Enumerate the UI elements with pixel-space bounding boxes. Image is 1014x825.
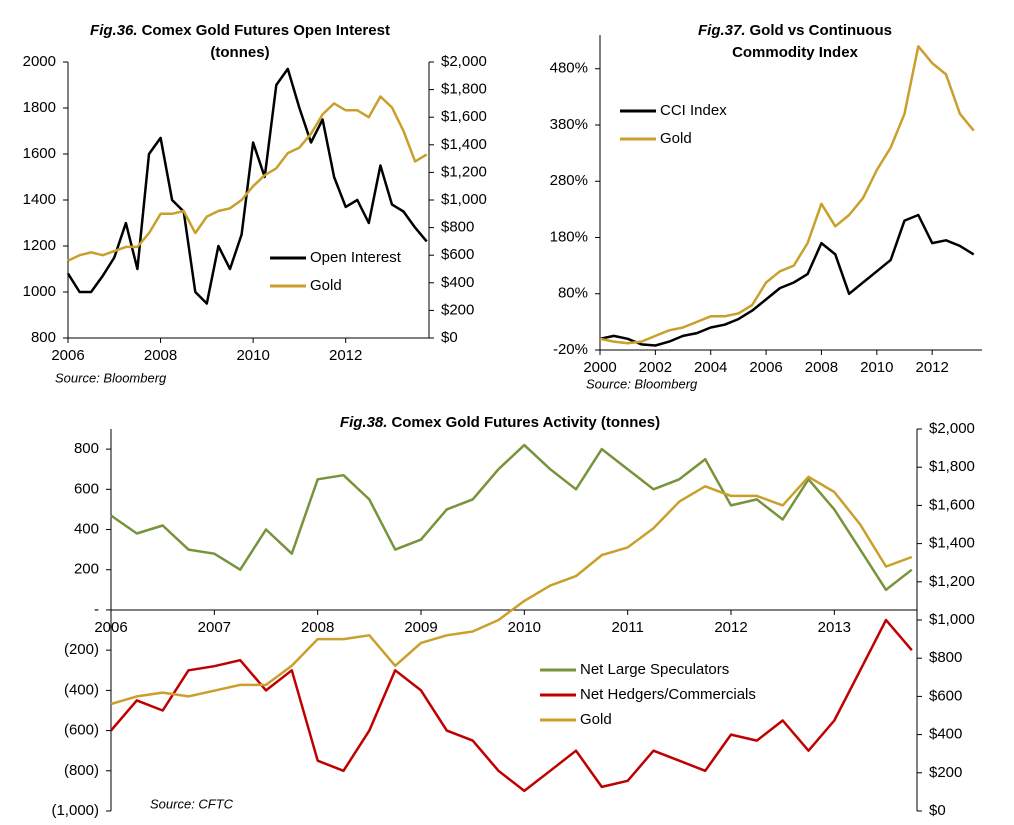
x-tick-label: 2009 (404, 619, 437, 636)
legend-label: CCI Index (660, 102, 727, 119)
y-tick-label: (1,000) (51, 802, 99, 819)
source-note: Source: Bloomberg (55, 370, 167, 385)
series-line (110, 618, 913, 793)
y-tick-label: 80% (558, 285, 588, 302)
y-tick-label: 380% (550, 116, 588, 133)
chart-title: Fig.38. Comex Gold Futures Activity (tonn… (200, 412, 800, 434)
y2-tick-label: $1,800 (441, 81, 487, 98)
y2-tick-label: $800 (441, 219, 474, 236)
y-tick-label: 2000 (23, 53, 56, 70)
y2-tick-label: $1,200 (441, 163, 487, 180)
y-tick-label: (200) (64, 641, 99, 658)
legend-label: Gold (580, 711, 612, 728)
y2-tick-label: $0 (929, 802, 946, 819)
y2-tick-label: $400 (441, 274, 474, 291)
y2-tick-label: $2,000 (441, 53, 487, 70)
chart-title: Fig.37. Gold vs Continuous Commodity Inde… (660, 20, 930, 64)
title-prefix: Fig.38. (339, 414, 388, 431)
y-tick-label: 1800 (23, 99, 56, 116)
x-tick-label: 2002 (639, 359, 672, 376)
y-tick-label: 1400 (23, 191, 56, 208)
x-tick-label: 2012 (915, 359, 948, 376)
y-tick-label: (400) (64, 681, 99, 698)
x-tick-label: 2010 (508, 619, 541, 636)
y2-tick-label: $1,000 (929, 611, 975, 628)
x-tick-label: 2008 (805, 359, 838, 376)
y-tick-label: 800 (31, 329, 56, 346)
y2-tick-label: $2,000 (929, 420, 975, 437)
y2-tick-label: $600 (929, 687, 962, 704)
y-tick-label: - (94, 601, 99, 618)
y-tick-label: 600 (74, 480, 99, 497)
y-tick-label: 480% (550, 60, 588, 77)
y2-tick-label: $1,600 (441, 108, 487, 125)
x-tick-label: 2006 (94, 619, 127, 636)
chart-title: Fig.36. Comex Gold Futures Open Interest … (60, 20, 420, 64)
y2-tick-label: $1,000 (441, 191, 487, 208)
y-tick-label: (800) (64, 762, 99, 779)
y-tick-label: 280% (550, 172, 588, 189)
x-tick-label: 2004 (694, 359, 727, 376)
x-tick-label: 2012 (329, 347, 362, 364)
y2-tick-label: $200 (441, 301, 474, 318)
y2-tick-label: $1,400 (929, 535, 975, 552)
series-line (599, 213, 975, 347)
y2-tick-label: $800 (929, 649, 962, 666)
source-note: Source: CFTC (150, 796, 234, 811)
y2-tick-label: $400 (929, 726, 962, 743)
x-tick-label: 2010 (236, 347, 269, 364)
y2-tick-label: $1,400 (441, 136, 487, 153)
x-tick-label: 2010 (860, 359, 893, 376)
title-prefix: Fig.36. (90, 22, 138, 39)
x-tick-label: 2011 (612, 619, 644, 636)
legend-label: Gold (310, 277, 342, 294)
series-line (66, 67, 428, 305)
y2-tick-label: $600 (441, 246, 474, 263)
x-tick-label: 2012 (714, 619, 747, 636)
x-tick-label: 2006 (749, 359, 782, 376)
title-text: Comex Gold Futures Activity (tonnes) (391, 414, 661, 431)
y-tick-label: 180% (550, 228, 588, 245)
x-tick-label: 2000 (583, 359, 616, 376)
legend-label: Net Hedgers/Commercials (580, 686, 756, 703)
y2-tick-label: $1,600 (929, 496, 975, 513)
y-tick-label: 200 (74, 561, 99, 578)
y2-tick-label: $1,200 (929, 573, 975, 590)
series-line (110, 475, 913, 706)
x-tick-label: 2007 (198, 619, 231, 636)
title-text: Comex Gold Futures Open Interest (tonnes… (141, 22, 390, 61)
series-line (599, 45, 975, 345)
legend-label: Open Interest (310, 249, 402, 266)
source-note: Source: Bloomberg (586, 376, 698, 391)
y-tick-label: 400 (74, 520, 99, 537)
y-tick-label: 1200 (23, 237, 56, 254)
x-tick-label: 2008 (301, 619, 334, 636)
legend-label: Gold (660, 130, 692, 147)
y-tick-label: 1600 (23, 145, 56, 162)
y-tick-label: -20% (553, 341, 588, 358)
legend-label: Net Large Speculators (580, 661, 729, 678)
y2-tick-label: $200 (929, 764, 962, 781)
x-tick-label: 2013 (818, 619, 851, 636)
title-prefix: Fig.37. (697, 22, 746, 39)
y-tick-label: (600) (64, 722, 99, 739)
y-tick-label: 1000 (23, 283, 56, 300)
x-tick-label: 2008 (144, 347, 177, 364)
x-tick-label: 2006 (51, 347, 84, 364)
y-tick-label: 800 (74, 440, 99, 457)
series-line (110, 443, 913, 592)
title-text: Gold vs Continuous Commodity Index (732, 22, 892, 61)
y2-tick-label: $0 (441, 329, 458, 346)
series-line (67, 95, 428, 262)
y2-tick-label: $1,800 (929, 458, 975, 475)
